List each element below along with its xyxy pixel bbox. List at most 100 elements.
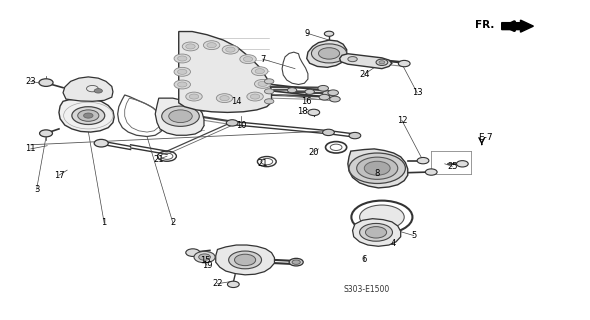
Text: 3: 3 bbox=[34, 185, 40, 194]
Text: 11: 11 bbox=[25, 144, 36, 153]
Circle shape bbox=[186, 92, 202, 101]
Polygon shape bbox=[348, 149, 408, 188]
Polygon shape bbox=[179, 32, 271, 112]
Circle shape bbox=[264, 79, 274, 84]
Text: 25: 25 bbox=[447, 162, 458, 171]
Circle shape bbox=[39, 79, 53, 86]
Circle shape bbox=[312, 44, 347, 63]
Circle shape bbox=[94, 140, 108, 147]
Text: E-7: E-7 bbox=[478, 133, 493, 142]
Text: 21: 21 bbox=[257, 159, 268, 168]
Circle shape bbox=[323, 91, 332, 96]
Circle shape bbox=[94, 89, 103, 93]
Text: 2: 2 bbox=[171, 218, 175, 227]
Circle shape bbox=[359, 205, 404, 229]
Circle shape bbox=[319, 48, 340, 59]
Circle shape bbox=[243, 57, 253, 62]
Text: 19: 19 bbox=[202, 261, 212, 270]
Circle shape bbox=[365, 227, 386, 238]
Circle shape bbox=[199, 254, 211, 260]
Circle shape bbox=[264, 99, 274, 104]
Circle shape bbox=[292, 260, 300, 264]
Circle shape bbox=[220, 96, 230, 101]
Text: 15: 15 bbox=[201, 256, 211, 265]
Circle shape bbox=[169, 110, 192, 123]
Text: 21: 21 bbox=[153, 155, 164, 164]
Circle shape bbox=[289, 258, 303, 266]
Text: 14: 14 bbox=[231, 97, 241, 106]
Circle shape bbox=[174, 68, 191, 76]
Circle shape bbox=[398, 60, 410, 67]
Circle shape bbox=[250, 94, 260, 99]
Circle shape bbox=[174, 80, 191, 89]
Circle shape bbox=[359, 223, 392, 241]
Circle shape bbox=[323, 129, 335, 136]
Circle shape bbox=[189, 94, 199, 99]
Text: 23: 23 bbox=[25, 77, 36, 86]
Text: S303-E1500: S303-E1500 bbox=[343, 285, 390, 294]
Text: 13: 13 bbox=[412, 88, 422, 97]
Circle shape bbox=[72, 107, 105, 124]
Circle shape bbox=[255, 69, 264, 74]
Circle shape bbox=[217, 94, 232, 103]
Circle shape bbox=[78, 110, 99, 121]
Circle shape bbox=[194, 252, 215, 263]
Circle shape bbox=[178, 69, 187, 74]
Circle shape bbox=[328, 90, 339, 96]
Circle shape bbox=[162, 106, 199, 126]
Text: 22: 22 bbox=[212, 279, 223, 288]
Circle shape bbox=[182, 42, 199, 51]
Circle shape bbox=[247, 92, 263, 101]
Circle shape bbox=[226, 47, 235, 52]
Circle shape bbox=[40, 130, 53, 137]
Text: FR.: FR. bbox=[476, 20, 494, 30]
Polygon shape bbox=[340, 54, 392, 69]
Circle shape bbox=[186, 44, 195, 49]
Circle shape bbox=[318, 85, 329, 91]
Text: 5: 5 bbox=[411, 231, 416, 240]
Circle shape bbox=[207, 43, 217, 48]
Circle shape bbox=[258, 81, 267, 86]
Circle shape bbox=[222, 45, 238, 54]
Polygon shape bbox=[59, 99, 114, 132]
Circle shape bbox=[264, 89, 274, 94]
Circle shape bbox=[324, 31, 334, 36]
Circle shape bbox=[357, 157, 398, 179]
Text: 16: 16 bbox=[301, 97, 312, 106]
Text: 9: 9 bbox=[304, 28, 309, 38]
Text: 10: 10 bbox=[236, 121, 246, 130]
Circle shape bbox=[254, 79, 271, 88]
Circle shape bbox=[364, 161, 390, 175]
Circle shape bbox=[186, 249, 200, 256]
Circle shape bbox=[457, 161, 468, 167]
Circle shape bbox=[229, 251, 261, 269]
Text: 7: 7 bbox=[260, 55, 266, 64]
Circle shape bbox=[228, 281, 239, 288]
Circle shape bbox=[348, 57, 358, 62]
Text: 6: 6 bbox=[362, 255, 367, 264]
Circle shape bbox=[425, 169, 437, 175]
FancyArrow shape bbox=[502, 20, 533, 32]
Circle shape bbox=[376, 59, 388, 66]
Circle shape bbox=[308, 109, 320, 116]
Circle shape bbox=[251, 67, 268, 76]
Circle shape bbox=[287, 88, 297, 93]
Circle shape bbox=[204, 41, 220, 50]
Circle shape bbox=[417, 157, 429, 164]
Text: 17: 17 bbox=[54, 171, 64, 180]
Circle shape bbox=[240, 55, 256, 64]
Circle shape bbox=[174, 54, 191, 63]
Text: 8: 8 bbox=[375, 169, 380, 178]
Circle shape bbox=[227, 120, 238, 126]
Text: 4: 4 bbox=[391, 239, 396, 248]
Circle shape bbox=[178, 56, 187, 61]
Circle shape bbox=[379, 61, 385, 64]
Polygon shape bbox=[307, 40, 347, 68]
Circle shape bbox=[84, 113, 93, 118]
Polygon shape bbox=[155, 98, 204, 135]
Circle shape bbox=[319, 94, 330, 100]
Text: 24: 24 bbox=[359, 70, 369, 79]
Text: 1: 1 bbox=[101, 218, 107, 227]
Circle shape bbox=[349, 153, 405, 183]
Polygon shape bbox=[63, 77, 113, 101]
